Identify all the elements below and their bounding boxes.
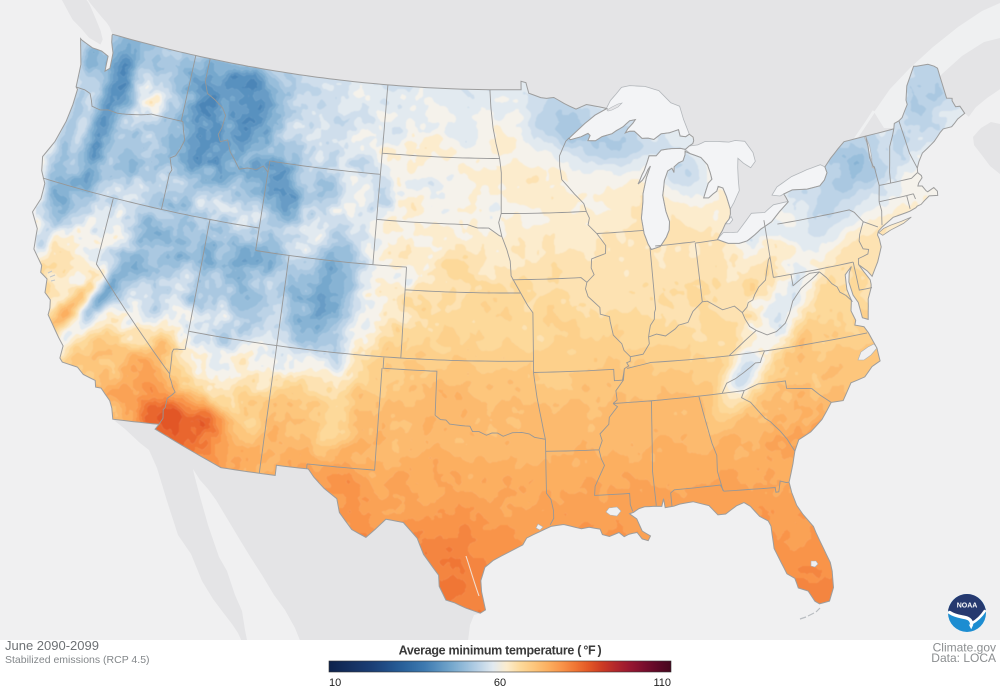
- svg-text:Stabilized emissions (RCP 4.5): Stabilized emissions (RCP 4.5): [5, 654, 150, 666]
- svg-text:June 2090-2099: June 2090-2099: [5, 638, 99, 653]
- svg-text:Data: LOCA: Data: LOCA: [931, 651, 996, 665]
- svg-text:Climate.gov: Climate.gov: [933, 641, 996, 655]
- svg-text:Average minimum temperature (: Average minimum temperature ( °F ): [399, 644, 602, 658]
- svg-text:110: 110: [653, 677, 671, 689]
- svg-text:10: 10: [329, 677, 341, 689]
- svg-text:NOAA: NOAA: [957, 603, 978, 610]
- svg-text:60: 60: [494, 677, 506, 689]
